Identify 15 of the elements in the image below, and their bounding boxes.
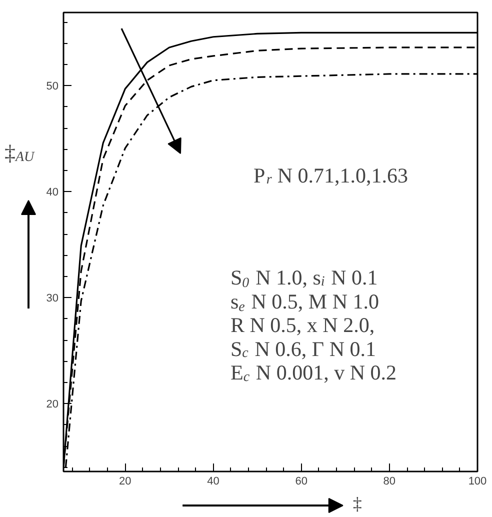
x-tick-label: 100: [468, 476, 487, 488]
x-axis-title: ‡: [352, 494, 362, 514]
x-tick-label: 60: [295, 476, 308, 488]
y-tick-label: 50: [46, 80, 59, 93]
x-tick-label: 40: [207, 476, 220, 488]
x-tick-label: 20: [119, 476, 132, 488]
y-axis-title: ‡AU: [4, 140, 36, 165]
x-tick-label: 80: [383, 476, 396, 488]
annotation: Sc N 0.6, Γ N 0.1: [230, 336, 376, 362]
annotation: Ec N 0.001, v N 0.2: [230, 360, 397, 385]
y-tick-label: 30: [46, 292, 59, 305]
annotation: R N 0.5, x N 2.0,: [230, 313, 375, 338]
y-tick-label: 20: [46, 398, 59, 411]
annotation: Pr N 0.71,1.0,1.63: [254, 164, 408, 188]
y-tick-label: 40: [46, 186, 59, 199]
